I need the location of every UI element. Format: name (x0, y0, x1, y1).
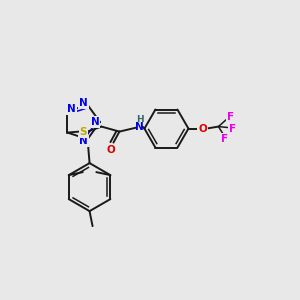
Text: N: N (79, 98, 88, 108)
Text: O: O (106, 145, 115, 154)
Text: N: N (79, 136, 88, 146)
Text: F: F (229, 124, 236, 134)
Text: O: O (198, 124, 207, 134)
Text: H: H (136, 115, 143, 124)
Text: S: S (80, 127, 87, 136)
Text: N: N (91, 117, 99, 127)
Text: F: F (221, 134, 228, 144)
Text: N: N (135, 122, 144, 132)
Text: F: F (227, 112, 234, 122)
Text: N: N (67, 104, 76, 114)
